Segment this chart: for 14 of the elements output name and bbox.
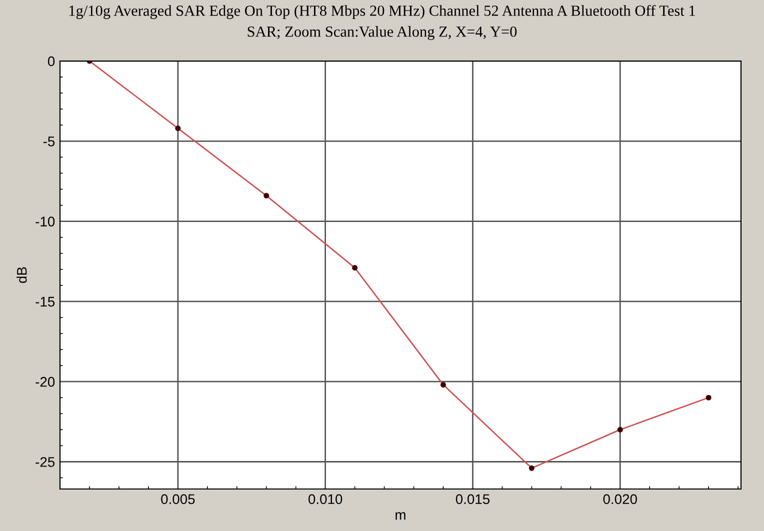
chart-subtitle: SAR; Zoom Scan:Value Along Z, X=4, Y=0: [248, 26, 517, 40]
y-tick-label: 0: [48, 56, 55, 66]
y-tick-label: -5: [43, 136, 55, 146]
x-tick-label: 0.010: [308, 494, 342, 504]
y-axis-title: dB: [16, 267, 27, 283]
y-tick-label: -20: [36, 376, 55, 387]
x-tick-label: 0.020: [603, 494, 637, 504]
y-tick-label: -10: [36, 216, 55, 226]
y-tick-label: -25: [36, 457, 55, 467]
x-tick-label: 0.005: [161, 494, 195, 504]
x-axis-title: m: [396, 512, 406, 520]
x-tick-label: 0.015: [456, 494, 490, 504]
chart-title: 1g/10g Averaged SAR Edge On Top (HT8 Mbps 20 MHz) Channel 52 Antenna A Bluetooth Off Test 1: [69, 4, 695, 20]
y-tick-label: -15: [36, 296, 55, 307]
